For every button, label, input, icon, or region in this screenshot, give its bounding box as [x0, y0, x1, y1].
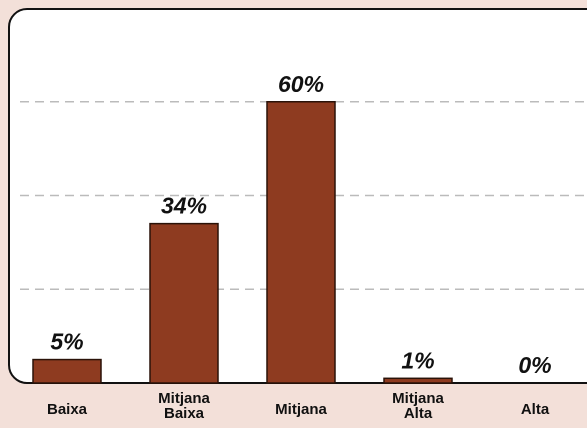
x-tick-label: Alta: [520, 401, 550, 418]
x-tick-label: Mitjana Baixa: [158, 390, 210, 422]
x-tick-label: Mitjana: [275, 401, 327, 418]
bar: [383, 377, 453, 384]
x-tick-label: Baixa: [46, 401, 88, 418]
bar: [149, 222, 219, 384]
value-label: 34%: [161, 193, 207, 219]
value-label: 60%: [278, 71, 324, 97]
value-label: 0%: [518, 352, 551, 378]
value-label: 5%: [50, 329, 83, 355]
bar: [32, 358, 102, 384]
bar: [266, 101, 336, 384]
value-label: 1%: [401, 347, 434, 373]
x-tick-label: Mitjana Alta: [392, 390, 444, 422]
